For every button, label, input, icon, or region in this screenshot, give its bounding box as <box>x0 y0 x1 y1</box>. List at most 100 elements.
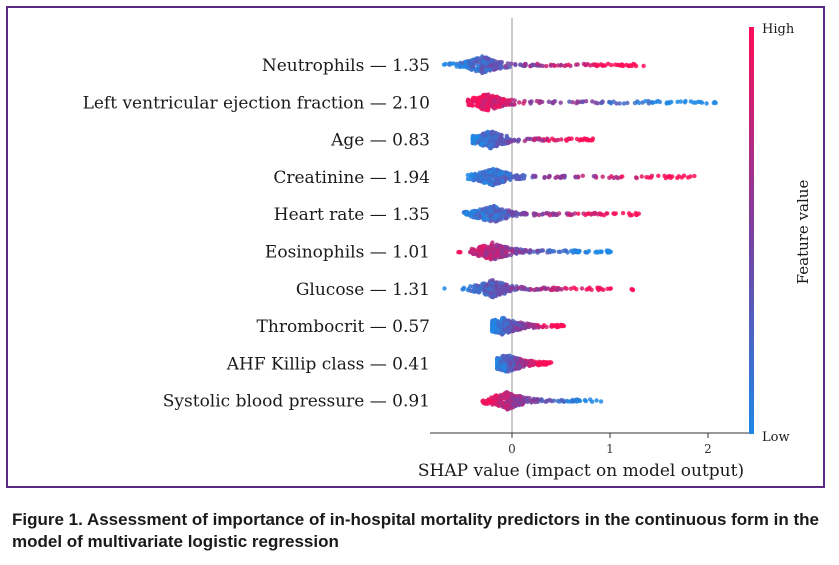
shap-point <box>600 100 605 105</box>
shap-point <box>470 95 476 101</box>
shap-point <box>487 178 492 183</box>
shap-point <box>503 395 508 401</box>
shap-point <box>566 136 571 141</box>
shap-point <box>491 131 497 136</box>
shap-point <box>498 320 503 325</box>
shap-point <box>496 172 501 177</box>
shap-point <box>591 174 597 179</box>
shap-point <box>607 175 612 180</box>
shap-point <box>472 287 477 292</box>
shap-point <box>456 250 461 255</box>
shap-point <box>554 323 560 328</box>
x-tick-label: 2 <box>704 442 712 456</box>
shap-point <box>481 93 486 99</box>
shap-point <box>480 100 485 106</box>
shap-point <box>682 100 688 105</box>
shap-point <box>495 133 500 138</box>
shap-point <box>620 210 626 216</box>
shap-point <box>678 99 683 104</box>
shap-point <box>608 249 613 254</box>
shap-point <box>488 290 494 296</box>
shap-point <box>556 249 561 254</box>
shap-point <box>599 212 604 217</box>
shap-point <box>507 140 512 145</box>
shap-point <box>479 66 484 72</box>
shap-point <box>464 211 469 217</box>
shap-point <box>586 248 592 254</box>
shap-point <box>511 102 516 107</box>
shap-point <box>583 99 589 104</box>
shap-point <box>537 99 542 104</box>
shap-point <box>529 99 534 104</box>
shap-point <box>496 141 501 147</box>
shap-point <box>468 284 473 289</box>
shap-point <box>572 211 577 216</box>
shap-point <box>529 398 534 404</box>
shap-point <box>582 137 587 142</box>
shap-point <box>485 244 490 250</box>
shap-point <box>570 398 576 404</box>
shap-point <box>514 365 519 371</box>
shap-point <box>548 63 554 68</box>
shap-point <box>523 360 529 365</box>
shap-point <box>480 131 485 137</box>
shap-point <box>629 212 635 218</box>
x-axis-title: SHAP value (impact on model output) <box>418 461 744 481</box>
shap-point <box>517 100 522 105</box>
shap-point <box>502 366 507 372</box>
feature-row-points <box>456 240 613 262</box>
feature-label: Creatinine — 1.94 <box>273 168 430 188</box>
shap-point <box>490 324 495 329</box>
figure-frame <box>6 6 825 488</box>
shap-point <box>500 100 505 105</box>
shap-point <box>488 146 493 151</box>
shap-point <box>487 67 493 72</box>
shap-point <box>656 173 661 178</box>
shap-point <box>482 208 487 213</box>
shap-point <box>499 245 504 250</box>
shap-point <box>531 249 536 254</box>
shap-point <box>520 285 525 290</box>
shap-point <box>639 174 644 179</box>
feature-row-points <box>465 92 718 113</box>
shap-point <box>511 402 516 407</box>
shap-point <box>498 64 504 70</box>
x-axis: 0 1 2 <box>430 432 752 456</box>
shap-point <box>524 211 529 216</box>
shap-point <box>531 361 537 366</box>
shap-point <box>492 216 498 222</box>
shap-point <box>544 63 549 69</box>
shap-point <box>509 211 515 216</box>
shap-point <box>549 324 554 329</box>
shap-point <box>636 100 642 106</box>
shap-point <box>474 58 479 63</box>
shap-point <box>512 320 518 325</box>
shap-point <box>552 285 557 290</box>
shap-point <box>535 397 541 402</box>
shap-point <box>485 250 490 256</box>
shap-point <box>502 210 507 215</box>
shap-point <box>688 174 693 179</box>
shap-point <box>615 62 620 68</box>
shap-point <box>593 210 598 216</box>
shap-point <box>522 138 527 144</box>
shap-point <box>498 207 503 213</box>
x-tick-label: 1 <box>606 442 614 456</box>
feature-row-points <box>465 166 697 188</box>
shap-point <box>605 249 610 255</box>
shap-point <box>507 98 512 103</box>
shap-point <box>488 218 494 224</box>
shap-point <box>504 282 510 288</box>
shap-point <box>545 286 551 291</box>
shap-point <box>500 140 506 145</box>
feature-row-points <box>442 278 636 300</box>
shap-point <box>469 174 475 179</box>
shap-point <box>503 250 509 256</box>
shap-point <box>574 249 579 255</box>
shap-point <box>496 327 501 333</box>
shap-point <box>513 357 518 362</box>
shap-point <box>478 104 484 109</box>
shap-point <box>470 136 475 142</box>
shap-point <box>641 63 646 69</box>
shap-point <box>491 138 496 143</box>
